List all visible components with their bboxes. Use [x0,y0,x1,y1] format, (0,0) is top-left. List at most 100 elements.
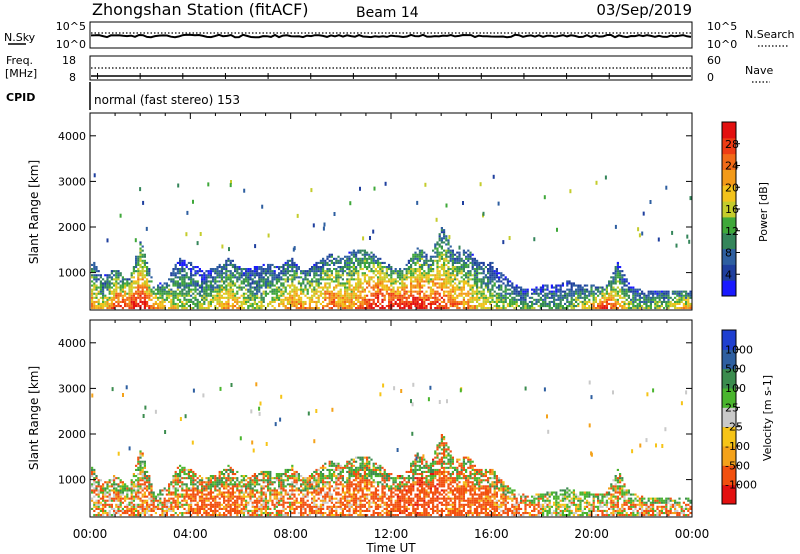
power-cell [286,261,289,264]
power-cell [423,274,426,277]
power-cell [515,298,518,301]
velocity-cell [185,509,188,512]
power-cell [350,292,353,295]
power-cell [425,253,428,256]
power-cell [539,292,542,295]
power-cell [209,288,212,291]
power-cell [403,284,406,287]
power-cell [313,290,316,293]
nave-tick-top: 60 [707,54,721,67]
velocity-cell [117,499,120,502]
nsearch-label: N.Search [745,28,795,41]
velocity-cell [205,477,208,480]
power-cell [346,296,349,299]
velocity-cell [104,493,107,496]
velocity-cell [174,475,177,478]
power-cell [357,307,360,310]
power-cell [493,282,496,285]
power-cell [236,290,239,293]
velocity-cell [203,487,206,490]
power-cell [357,274,360,277]
power-cell [377,294,380,297]
power-cell [335,261,338,264]
velocity-cell [141,454,144,457]
power-cell [443,266,446,269]
power-cell [443,280,446,283]
power-cell [99,288,102,291]
power-cell [377,261,380,264]
power-cell [614,276,617,279]
power-cell [220,296,223,299]
velocity-cell [128,501,131,504]
power-cell [240,268,243,271]
velocity-cell [198,497,201,500]
velocity-cell [174,495,177,498]
power-cell [383,276,386,279]
power-cell [220,266,223,269]
velocity-cell [104,481,107,484]
power-cell [460,288,463,291]
power-cell [647,290,650,293]
power-cell [181,261,184,264]
power-cell [242,278,245,281]
power-cell [515,286,518,289]
power-cell [207,276,210,279]
velocity-cell [132,503,135,506]
velocity-cell [135,489,138,492]
power-cell [531,292,534,295]
power-cell [456,278,459,281]
power-cell [374,294,377,297]
power-cell [139,270,142,273]
power-cell [247,272,250,275]
power-cell [614,280,617,283]
power-cell [308,298,311,301]
power-cell [179,284,182,287]
power-cell [619,302,622,305]
power-cell [238,274,241,277]
power-cell [575,292,578,295]
power-cell [317,280,320,283]
power-cell [186,210,189,215]
power-cell [469,286,472,289]
power-cell [128,292,131,295]
velocity-cell [124,509,127,512]
power-cell [113,296,116,299]
power-cell [187,286,190,289]
power-cell [608,294,611,297]
power-cell [418,280,421,283]
power-cell [333,280,336,283]
power-cell [308,286,311,289]
power-cell [654,298,657,301]
power-cell [476,298,479,301]
power-cell [297,280,300,283]
power-cell [495,298,498,301]
velocity-cell [121,497,124,500]
power-cell [196,282,199,285]
velocity-cell [115,497,118,500]
velocity-cell [124,512,127,515]
power-cell [253,270,256,273]
power-cell [132,307,135,310]
velocity-cell [139,487,142,490]
power-cell [656,290,659,293]
power-cell [368,282,371,285]
power-cell [467,249,470,252]
power-cell [542,288,545,291]
power-cell [106,305,109,308]
power-cell [502,305,505,308]
power-cell [280,272,283,275]
power-cell [372,307,375,310]
power-cell [315,290,318,293]
power-cell [289,266,292,269]
power-cell [172,302,175,305]
power-cell [319,286,322,289]
power-cell [359,278,362,281]
power-cell [498,300,501,303]
velocity-cell [207,479,210,482]
power-cell [95,294,98,297]
velocity-cell [106,499,109,502]
velocity-cell [220,477,223,480]
velocity-cell [154,495,157,498]
power-cell [594,286,597,289]
velocity-cell [128,507,131,510]
